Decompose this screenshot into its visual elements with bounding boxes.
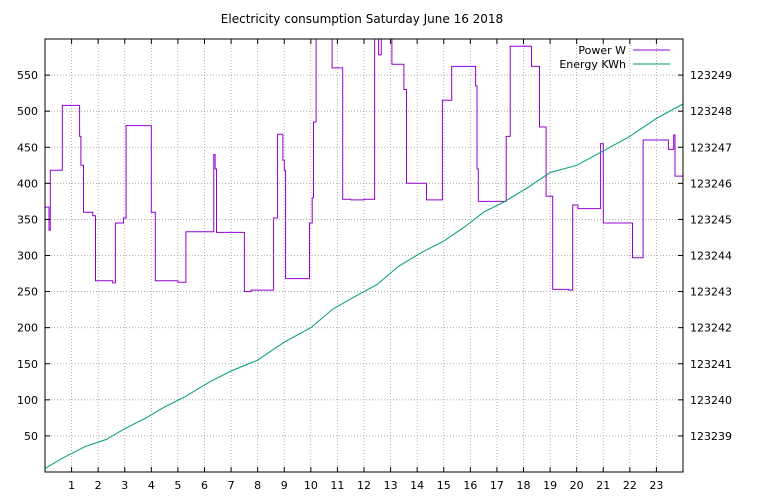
chart-title: Electricity consumption Saturday June 16… — [221, 12, 503, 26]
y-tick-label: 500 — [17, 105, 38, 118]
x-tick-label: 13 — [384, 479, 398, 492]
axes: 1 2 3 4 5 6 7 8 9 10 11 12 13 14 15 16 17 18 19 20 21 22 23501… — [17, 39, 732, 492]
x-tick-label: 7 — [228, 479, 235, 492]
x-tick-label: 8 — [254, 479, 261, 492]
legend-label-power-w: Power W — [578, 44, 626, 57]
x-tick-label: 4 — [148, 479, 155, 492]
x-tick-label: 6 — [201, 479, 208, 492]
x-tick-label: 12 — [357, 479, 371, 492]
y-tick-label: 50 — [24, 430, 38, 443]
x-tick-label: 5 — [174, 479, 181, 492]
x-tick-label: 17 — [490, 479, 504, 492]
x-tick-label: 16 — [463, 479, 477, 492]
y2-tick-label: 123240 — [690, 394, 732, 407]
y-tick-label: 300 — [17, 250, 38, 263]
series-line-power-w — [45, 38, 684, 293]
x-tick-label: 3 — [121, 479, 128, 492]
x-tick-label: 19 — [543, 479, 557, 492]
grid — [45, 39, 683, 472]
y2-tick-label: 123239 — [690, 430, 732, 443]
y2-tick-label: 123247 — [690, 141, 732, 154]
y-tick-label: 200 — [17, 322, 38, 335]
x-tick-label: 14 — [410, 479, 424, 492]
series-layer — [44, 38, 684, 469]
y2-tick-label: 123242 — [690, 322, 732, 335]
x-tick-label: 23 — [649, 479, 663, 492]
y-tick-label: 450 — [17, 141, 38, 154]
y2-tick-label: 123246 — [690, 177, 732, 190]
x-tick-label: 20 — [570, 479, 584, 492]
y2-tick-label: 123245 — [690, 213, 732, 226]
x-tick-label: 9 — [281, 479, 288, 492]
y-tick-label: 250 — [17, 286, 38, 299]
y-tick-label: 150 — [17, 358, 38, 371]
x-tick-label: 1 — [68, 479, 75, 492]
legend-label-energy-kwh: Energy KWh — [559, 58, 626, 71]
y-tick-label: 350 — [17, 213, 38, 226]
y2-tick-label: 123243 — [690, 286, 732, 299]
x-tick-label: 10 — [304, 479, 318, 492]
x-tick-label: 18 — [517, 479, 531, 492]
x-tick-label: 11 — [330, 479, 344, 492]
series-line-energy-kwh — [44, 103, 684, 469]
y2-tick-label: 123249 — [690, 69, 732, 82]
x-tick-label: 15 — [437, 479, 451, 492]
y2-tick-label: 123244 — [690, 250, 732, 263]
y-tick-label: 550 — [17, 69, 38, 82]
y-tick-label: 400 — [17, 177, 38, 190]
x-tick-label: 22 — [623, 479, 637, 492]
y2-tick-label: 123241 — [690, 358, 732, 371]
y2-tick-label: 123248 — [690, 105, 732, 118]
x-tick-label: 2 — [95, 479, 102, 492]
y-tick-label: 100 — [17, 394, 38, 407]
x-tick-label: 21 — [596, 479, 610, 492]
